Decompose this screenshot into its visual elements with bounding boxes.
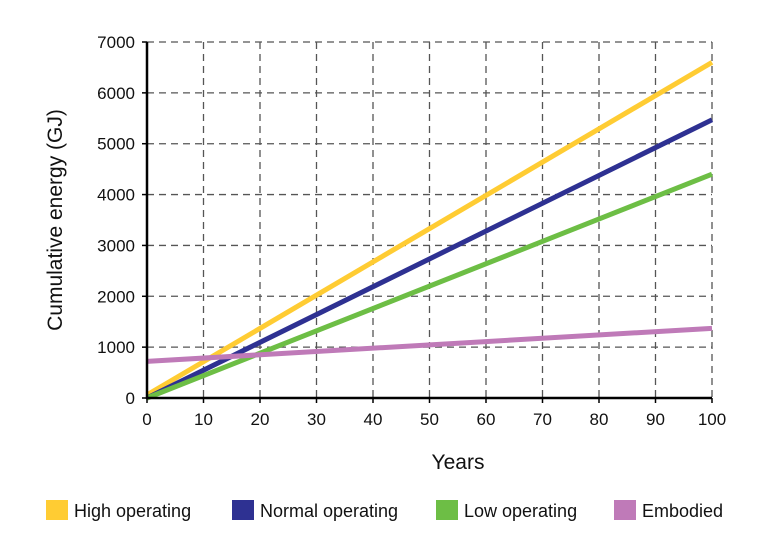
y-tick-label: 6000 [97,84,135,103]
legend-label-high-operating: High operating [74,501,191,521]
legend-label-normal-operating: Normal operating [260,501,398,521]
y-tick-label: 5000 [97,135,135,154]
series-line-high-operating [145,60,714,398]
x-tick-label: 90 [646,410,665,429]
y-tick-label: 1000 [97,338,135,357]
x-tick-label: 40 [364,410,383,429]
series-line-normal-operating [145,117,714,401]
y-tick-label: 4000 [97,186,135,205]
legend-label-low-operating: Low operating [464,501,577,521]
y-tick-label: 0 [126,389,135,408]
x-tick-label: 80 [590,410,609,429]
series-lines [145,60,714,401]
y-tick-label: 2000 [97,287,135,306]
series-line-low-operating [146,171,713,401]
x-tick-label: 0 [142,410,151,429]
x-tick-label: 30 [307,410,326,429]
x-tick-label: 100 [698,410,726,429]
x-tick-label: 60 [477,410,496,429]
legend-label-embodied: Embodied [642,501,723,521]
legend-swatch-low-operating [436,500,458,520]
x-tick-label: 20 [251,410,270,429]
legend: High operating Normal operating Low operat… [46,500,723,521]
x-axis-label: Years [432,451,485,474]
legend-swatch-high-operating [46,500,68,520]
y-axis-label: Cumulative energy (GJ) [44,109,67,331]
legend-swatch-embodied [614,500,636,520]
x-tick-label: 50 [420,410,439,429]
legend-swatch-normal-operating [232,500,254,520]
grid [147,41,713,398]
axes [142,41,713,403]
y-tick-label: 7000 [97,33,135,52]
x-tick-label: 70 [533,410,552,429]
tick-labels: 0 10 20 30 40 50 60 70 80 90 100010002000300040005… [97,33,726,429]
x-tick-label: 10 [194,410,213,429]
y-tick-label: 3000 [97,236,135,255]
series-line-embodied [146,325,713,364]
